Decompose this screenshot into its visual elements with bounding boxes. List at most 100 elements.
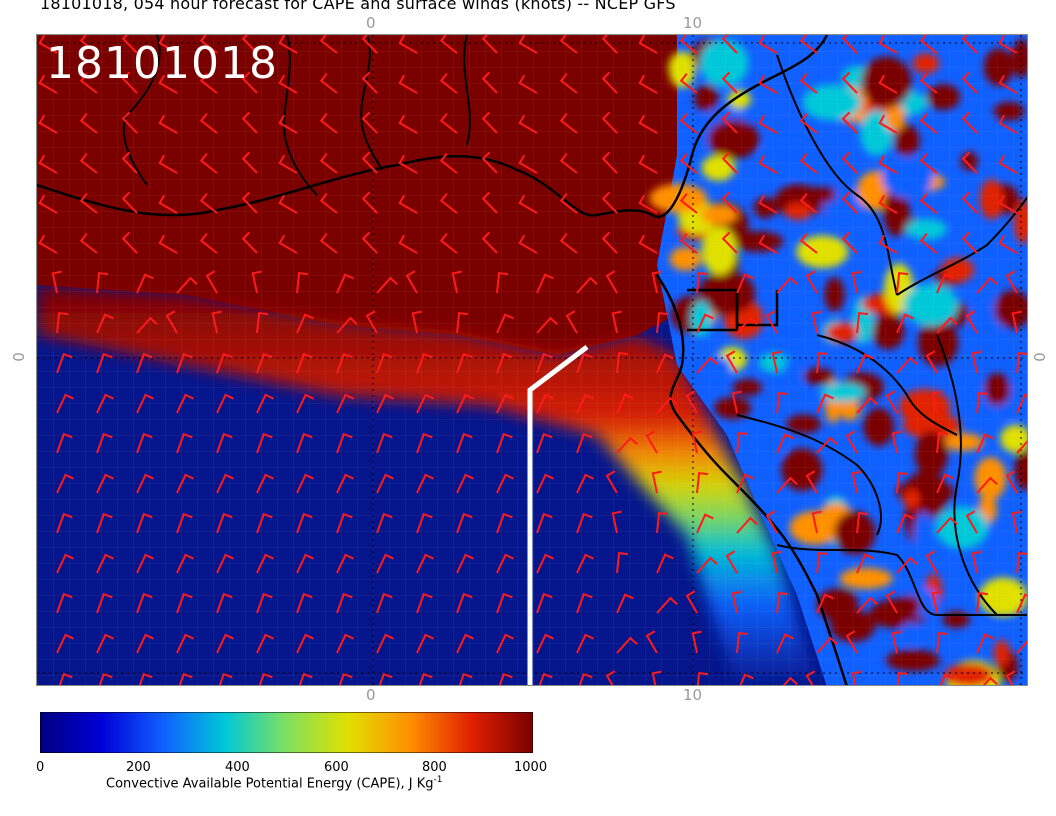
wind-barb [758, 114, 778, 134]
colorbar-gradient [39, 711, 534, 754]
wind-barb [976, 591, 989, 614]
wind-barb [121, 111, 138, 134]
wind-barb [496, 633, 515, 654]
wind-barb [896, 271, 909, 294]
wind-barb [456, 311, 469, 334]
wind-barb [536, 273, 554, 294]
wind-barb [976, 476, 998, 494]
wind-barb [982, 676, 998, 685]
wind-barb [278, 194, 298, 214]
colorbar-tick-200: 200 [126, 760, 151, 775]
wind-barb [965, 510, 978, 534]
wind-barb [176, 276, 198, 294]
wind-barb [136, 273, 154, 294]
wind-barb [638, 234, 658, 254]
forecast-title: 18101018, 054 hour forecast for CAPE and… [40, 0, 676, 13]
wind-barb [685, 590, 698, 614]
wind-barb [1011, 510, 1022, 534]
wind-barb [961, 111, 978, 134]
top-tick-10: 10 [683, 14, 703, 32]
wind-barb [799, 112, 818, 134]
wind-barb [1005, 270, 1018, 294]
wind-barb [216, 473, 235, 494]
wind-barb [811, 310, 822, 334]
wind-barb [376, 276, 398, 294]
wind-barb [398, 194, 418, 214]
wind-barb [536, 316, 558, 334]
colorbar-tick-800: 800 [422, 760, 447, 775]
graticule [37, 35, 1027, 685]
wind-barb [158, 114, 178, 134]
wind-barb [518, 74, 538, 94]
wind-barb [696, 671, 709, 685]
wind-barb [481, 35, 498, 54]
wind-barb [296, 633, 315, 654]
wind-barb [936, 431, 949, 454]
wind-barb [841, 35, 858, 54]
wind-barb [616, 351, 629, 374]
wind-barb [799, 192, 818, 214]
wind-barb [38, 234, 58, 254]
wind-barb [936, 273, 954, 294]
wind-barb [931, 390, 942, 414]
wind-barb [496, 313, 514, 334]
wind-barb [136, 352, 153, 374]
wind-barb [601, 35, 618, 54]
wind-barb [576, 393, 595, 414]
wind-barb [256, 633, 275, 654]
wind-barb [536, 432, 553, 454]
wind-barb [79, 232, 98, 254]
wind-barb [691, 430, 702, 454]
wind-barb [841, 151, 858, 174]
wind-barb [976, 276, 998, 294]
wind-barb [725, 350, 738, 374]
wind-barb [298, 672, 313, 685]
wind-barb [776, 391, 789, 414]
wind-barb [456, 473, 475, 494]
wind-barb [138, 672, 153, 685]
wind-barb [241, 191, 258, 214]
wind-barb [518, 194, 538, 214]
wind-barb [845, 630, 858, 654]
wind-barb [481, 231, 498, 254]
wind-barb [919, 192, 938, 214]
wind-barb [679, 192, 698, 214]
wind-barb [176, 432, 193, 454]
wind-barb [971, 350, 982, 374]
wind-barb [961, 231, 978, 254]
wind-barb [56, 512, 73, 534]
wind-barb [481, 111, 498, 134]
wind-barb [565, 310, 578, 334]
wind-barb [336, 553, 355, 574]
wind-barb [896, 513, 914, 534]
wind-barb [721, 111, 738, 134]
wind-barb [679, 35, 698, 54]
wind-barb [799, 152, 818, 174]
wind-barb [696, 556, 718, 574]
wind-barb [816, 551, 829, 574]
wind-barb [278, 35, 298, 54]
wind-barb [851, 270, 862, 294]
wind-barb [841, 111, 858, 134]
wind-barb [79, 72, 98, 94]
wind-barb [1011, 310, 1022, 334]
wind-barb [121, 151, 138, 174]
wind-barb [1005, 670, 1016, 685]
wind-barb [919, 72, 938, 94]
wind-barb [638, 74, 658, 94]
wind-barb [998, 114, 1018, 134]
wind-barb [919, 152, 938, 174]
wind-barb [216, 633, 235, 654]
wind-barb [891, 630, 902, 654]
wind-barb [496, 271, 509, 294]
country-borders [122, 35, 1027, 616]
wind-barb [338, 672, 353, 685]
wind-barb [736, 516, 758, 534]
wind-barb [611, 510, 622, 534]
wind-barb [559, 232, 578, 254]
wind-barb [439, 152, 458, 174]
wind-barb [725, 550, 738, 574]
wind-barb [398, 154, 418, 174]
wind-barb [481, 151, 498, 174]
wind-barb [616, 636, 638, 654]
